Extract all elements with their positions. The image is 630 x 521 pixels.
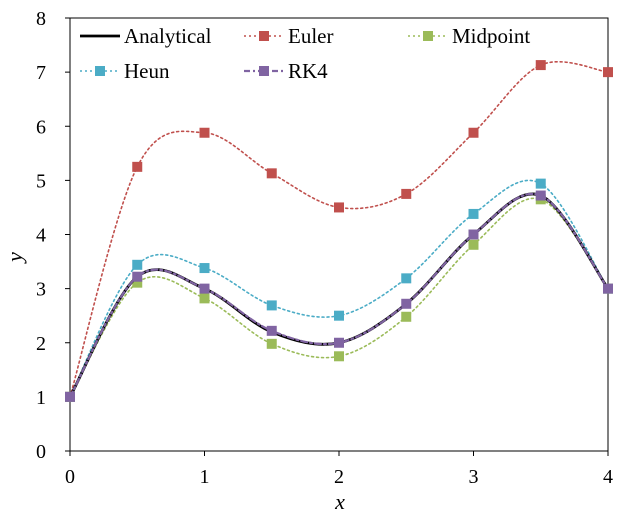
legend-label-heun: Heun bbox=[124, 59, 170, 83]
data-point-heun bbox=[334, 310, 344, 321]
data-point-heun bbox=[132, 259, 143, 270]
legend-item-heun: Heun bbox=[80, 59, 170, 83]
y-tick-label: 7 bbox=[36, 62, 46, 84]
y-tick-label: 5 bbox=[36, 170, 46, 192]
legend-item-analytical: Analytical bbox=[80, 24, 212, 48]
y-axis-title: y bbox=[2, 252, 27, 264]
y-tick-label: 2 bbox=[36, 333, 46, 355]
legend-item-midpoint: Midpoint bbox=[408, 24, 530, 48]
data-point-rk4 bbox=[266, 325, 277, 336]
legend-item-euler: Euler bbox=[244, 24, 333, 48]
data-point-rk4 bbox=[199, 283, 210, 294]
legend-item-rk4: RK4 bbox=[244, 59, 328, 83]
series-midpoint bbox=[65, 194, 613, 402]
y-tick-label: 0 bbox=[36, 441, 46, 463]
data-point-euler bbox=[132, 161, 143, 172]
y-tick-label: 3 bbox=[36, 279, 46, 301]
x-tick-label: 1 bbox=[200, 466, 210, 488]
series-line-heun bbox=[69, 179, 609, 398]
legend-label-euler: Euler bbox=[288, 24, 333, 48]
legend-label-midpoint: Midpoint bbox=[452, 24, 530, 48]
x-tick-label: 3 bbox=[469, 466, 479, 488]
data-point-euler bbox=[535, 60, 546, 71]
data-point-rk4 bbox=[334, 337, 344, 348]
data-point-euler bbox=[468, 127, 479, 138]
y-tick-label: 1 bbox=[36, 387, 46, 409]
legend-label-rk4: RK4 bbox=[288, 59, 328, 83]
data-point-euler bbox=[401, 188, 412, 199]
legend-marker-rk4 bbox=[259, 66, 269, 76]
data-point-midpoint bbox=[132, 277, 143, 288]
data-point-heun bbox=[199, 263, 210, 274]
data-point-heun bbox=[468, 208, 479, 219]
legend-marker-euler bbox=[259, 31, 269, 41]
y-tick-label: 4 bbox=[36, 225, 46, 247]
series-line-rk4 bbox=[68, 192, 610, 398]
y-tick-label: 6 bbox=[36, 116, 46, 138]
series-line-midpoint bbox=[69, 197, 609, 398]
data-point-rk4 bbox=[65, 391, 75, 402]
legend-marker-midpoint bbox=[423, 31, 433, 41]
data-point-heun bbox=[535, 178, 546, 189]
x-axis-title: x bbox=[334, 489, 345, 514]
data-point-euler bbox=[603, 67, 613, 78]
legend-label-analytical: Analytical bbox=[124, 24, 212, 48]
data-point-rk4 bbox=[535, 190, 546, 201]
series-euler bbox=[65, 60, 613, 402]
data-point-euler bbox=[334, 202, 344, 213]
x-tick-label: 2 bbox=[334, 466, 344, 488]
data-point-midpoint bbox=[266, 338, 277, 349]
y-tick-label: 8 bbox=[36, 8, 46, 30]
data-point-rk4 bbox=[132, 271, 143, 282]
data-point-rk4 bbox=[401, 298, 412, 309]
legend-marker-heun bbox=[95, 66, 105, 76]
legend: Analytical Euler Midpoint Heun RK4 bbox=[80, 24, 530, 83]
x-tick-label: 0 bbox=[65, 466, 75, 488]
series-rk4 bbox=[65, 190, 613, 402]
data-point-midpoint bbox=[334, 351, 344, 362]
data-point-heun bbox=[266, 300, 277, 311]
data-point-midpoint bbox=[468, 239, 479, 250]
data-point-rk4 bbox=[603, 283, 613, 294]
data-point-euler bbox=[266, 168, 277, 179]
data-point-midpoint bbox=[401, 311, 412, 322]
series-line-analytical bbox=[68, 192, 610, 399]
data-point-euler bbox=[199, 127, 210, 138]
data-point-heun bbox=[401, 273, 412, 284]
data-point-rk4 bbox=[468, 229, 479, 240]
series-analytical bbox=[68, 192, 610, 399]
x-tick-label: 4 bbox=[603, 466, 613, 488]
data-point-midpoint bbox=[199, 293, 210, 304]
axes-layer: 0 1 2 3 4 5 6 7 8 0 1 2 3 4 bbox=[36, 8, 613, 488]
series-layer bbox=[65, 60, 613, 402]
